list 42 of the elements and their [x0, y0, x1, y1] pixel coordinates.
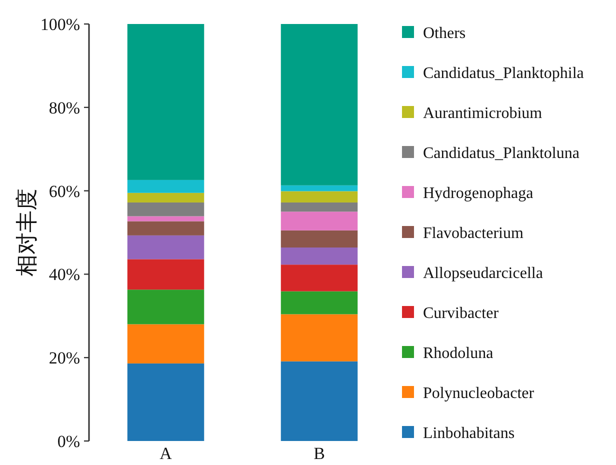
bar [127, 180, 204, 193]
legend-label: Hydrogenophaga [423, 185, 534, 202]
legend-label: Linbohabitans [423, 425, 515, 442]
bar [280, 248, 358, 265]
bar [280, 212, 358, 230]
bar [127, 202, 204, 216]
bar [127, 235, 204, 260]
bar [280, 24, 358, 186]
legend-label: Allopseudarcicella [423, 265, 543, 282]
y-tick-label: 80% [48, 98, 80, 118]
bar [280, 361, 358, 441]
legend-label: Candidatus_Planktophila [423, 65, 584, 82]
bar [127, 324, 204, 364]
y-tick-label: 20% [48, 348, 80, 368]
bar [280, 264, 358, 292]
bar [280, 202, 358, 212]
y-tick-label: 40% [48, 265, 80, 284]
bar [127, 221, 204, 236]
bar [127, 192, 204, 202]
x-tick-label: A [160, 444, 173, 463]
y-axis-title: 相对丰度 [14, 188, 39, 276]
legend-label: Flavobacterium [423, 225, 524, 242]
bar [127, 259, 204, 290]
bar [127, 24, 204, 180]
bar [280, 230, 358, 248]
bar [127, 363, 204, 441]
x-tick-label: B [314, 444, 325, 463]
bar [280, 291, 358, 314]
y-tick-label: 0% [57, 432, 80, 451]
legend-label: Polynucleobacter [423, 385, 535, 402]
legend-label: Aurantimicrobium [423, 105, 543, 122]
bar [280, 191, 358, 202]
bar [280, 314, 358, 362]
y-tick-label: 100% [40, 15, 80, 34]
bar [127, 216, 204, 222]
bar [280, 185, 358, 192]
legend-label: Others [423, 25, 466, 42]
legend-label: Rhodoluna [423, 345, 494, 362]
legend-label: Curvibacter [423, 305, 500, 322]
y-tick-label: 60% [48, 182, 80, 201]
bar [127, 290, 204, 324]
legend-label: Candidatus_Planktoluna [423, 145, 580, 162]
